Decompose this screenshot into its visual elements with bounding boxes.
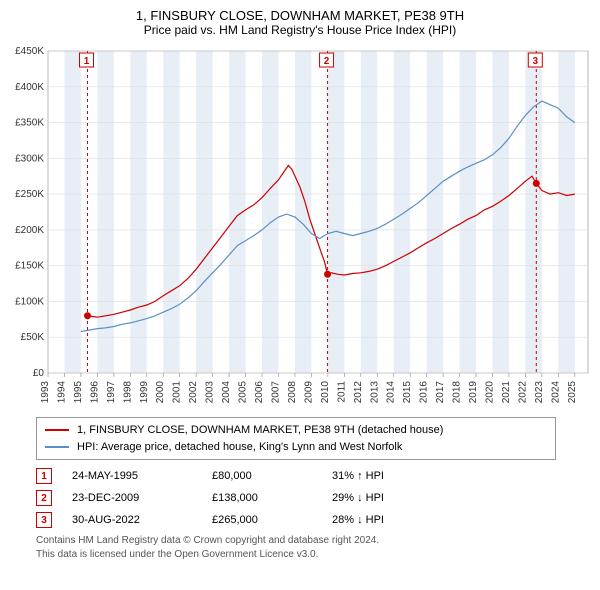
svg-text:1996: 1996: [89, 381, 100, 404]
svg-text:2024: 2024: [550, 381, 561, 404]
svg-text:2016: 2016: [419, 381, 430, 404]
event-price: £138,000: [212, 492, 332, 504]
svg-text:£300K: £300K: [15, 153, 44, 164]
svg-text:2013: 2013: [369, 381, 380, 404]
event-date: 30-AUG-2022: [72, 514, 212, 526]
event-badge: 1: [36, 468, 52, 484]
svg-text:2025: 2025: [567, 381, 578, 404]
svg-text:£100K: £100K: [15, 296, 44, 307]
event-date: 24-MAY-1995: [72, 470, 212, 482]
legend-swatch: [45, 446, 69, 448]
svg-text:£50K: £50K: [21, 332, 45, 343]
event-price: £80,000: [212, 470, 332, 482]
svg-text:2008: 2008: [287, 381, 298, 404]
chart-plot: £0 £50K £100K £150K £200K £250K £300K £350K £400…: [8, 43, 592, 413]
event-row: 3 30-AUG-2022£265,00028% ↓ HPI: [36, 512, 592, 528]
svg-text:1998: 1998: [122, 381, 133, 404]
svg-text:1997: 1997: [106, 381, 117, 404]
chart-container: 1, FINSBURY CLOSE, DOWNHAM MARKET, PE38 …: [0, 0, 600, 566]
svg-text:£250K: £250K: [15, 189, 44, 200]
svg-text:2023: 2023: [534, 381, 545, 404]
svg-text:2011: 2011: [336, 381, 347, 403]
svg-text:2003: 2003: [205, 381, 216, 404]
svg-text:1: 1: [84, 56, 90, 67]
svg-text:£350K: £350K: [15, 118, 44, 129]
svg-text:£450K: £450K: [15, 46, 44, 57]
svg-text:2000: 2000: [155, 381, 166, 404]
svg-text:1993: 1993: [40, 381, 51, 404]
event-row: 2 23-DEC-2009£138,00029% ↓ HPI: [36, 490, 592, 506]
svg-text:2006: 2006: [254, 381, 265, 404]
svg-text:1999: 1999: [139, 381, 150, 404]
chart-subtitle: Price paid vs. HM Land Registry's House …: [8, 23, 592, 37]
svg-text:2005: 2005: [238, 381, 249, 404]
event-badge: 3: [36, 512, 52, 528]
svg-text:£150K: £150K: [15, 261, 44, 272]
legend-item: 1, FINSBURY CLOSE, DOWNHAM MARKET, PE38 …: [45, 422, 547, 439]
svg-text:2010: 2010: [320, 381, 331, 404]
legend: 1, FINSBURY CLOSE, DOWNHAM MARKET, PE38 …: [36, 417, 556, 460]
svg-text:2002: 2002: [188, 381, 199, 404]
svg-text:2022: 2022: [517, 381, 528, 404]
svg-text:2014: 2014: [386, 381, 397, 404]
legend-swatch: [45, 429, 69, 431]
event-price: £265,000: [212, 514, 332, 526]
svg-text:2018: 2018: [452, 381, 463, 404]
legend-label: HPI: Average price, detached house, King…: [77, 439, 402, 456]
svg-text:1995: 1995: [73, 381, 84, 404]
svg-text:2001: 2001: [172, 381, 183, 404]
event-date: 23-DEC-2009: [72, 492, 212, 504]
svg-text:2007: 2007: [270, 381, 281, 404]
svg-text:2021: 2021: [501, 381, 512, 404]
footer-attribution: Contains HM Land Registry data © Crown c…: [36, 534, 592, 562]
svg-text:£200K: £200K: [15, 225, 44, 236]
footer-line1: Contains HM Land Registry data © Crown c…: [36, 534, 592, 548]
svg-text:2012: 2012: [353, 381, 364, 404]
svg-text:£400K: £400K: [15, 82, 44, 93]
svg-text:£0: £0: [33, 368, 45, 379]
chart-svg: £0 £50K £100K £150K £200K £250K £300K £350K £400…: [8, 43, 592, 413]
event-diff: 29% ↓ HPI: [332, 492, 432, 504]
svg-text:2009: 2009: [303, 381, 314, 404]
svg-text:1994: 1994: [56, 381, 67, 404]
svg-text:2019: 2019: [468, 381, 479, 404]
footer-line2: This data is licensed under the Open Gov…: [36, 548, 592, 562]
svg-text:3: 3: [533, 56, 539, 67]
event-diff: 31% ↑ HPI: [332, 470, 432, 482]
legend-item: HPI: Average price, detached house, King…: [45, 439, 547, 456]
svg-text:2020: 2020: [485, 381, 496, 404]
svg-text:2004: 2004: [221, 381, 232, 404]
event-badge: 2: [36, 490, 52, 506]
legend-label: 1, FINSBURY CLOSE, DOWNHAM MARKET, PE38 …: [77, 422, 443, 439]
event-row: 1 24-MAY-1995£80,00031% ↑ HPI: [36, 468, 592, 484]
svg-text:2017: 2017: [435, 381, 446, 404]
svg-text:2: 2: [324, 56, 330, 67]
svg-text:2015: 2015: [402, 381, 413, 404]
chart-title: 1, FINSBURY CLOSE, DOWNHAM MARKET, PE38 …: [8, 8, 592, 23]
event-list: 1 24-MAY-1995£80,00031% ↑ HPI 2 23-DEC-2009…: [36, 468, 592, 528]
event-diff: 28% ↓ HPI: [332, 514, 432, 526]
